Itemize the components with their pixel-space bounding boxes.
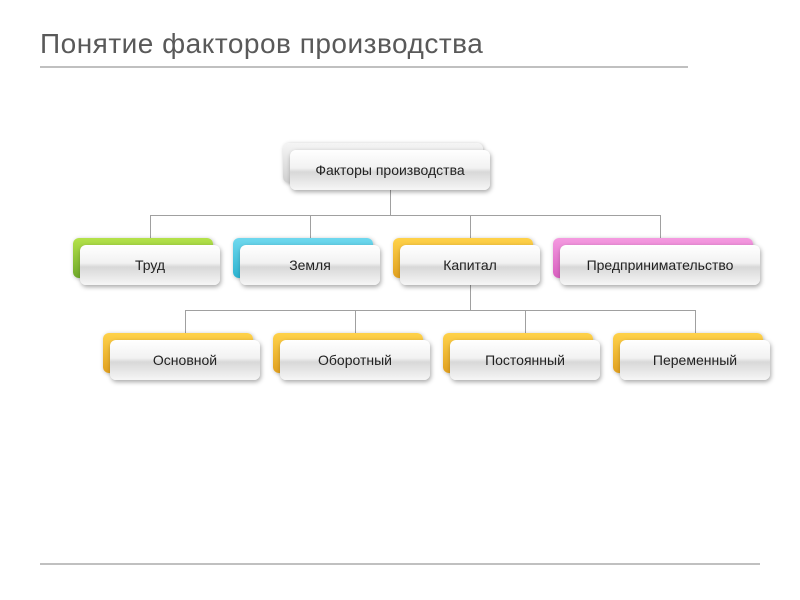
org-chart-diagram: Факторы производства Труд Земля Капитал Пред…: [0, 150, 800, 500]
node-zemlya: Земля: [240, 245, 380, 285]
connector-v: [390, 190, 391, 215]
node-root: Факторы производства: [290, 150, 490, 190]
node-label: Оборотный: [318, 352, 392, 368]
node-label: Факторы производства: [315, 162, 464, 178]
footer-underline: [40, 563, 760, 565]
node-postoyanny: Постоянный: [450, 340, 600, 380]
node-card: Переменный: [620, 340, 770, 380]
node-card: Земля: [240, 245, 380, 285]
node-label: Капитал: [443, 257, 497, 273]
node-oborotny: Оборотный: [280, 340, 430, 380]
node-predpr: Предпринимательство: [560, 245, 760, 285]
node-card: Факторы производства: [290, 150, 490, 190]
connector-h: [150, 215, 660, 216]
connector-v: [470, 285, 471, 310]
connector-h: [185, 310, 695, 311]
node-label: Предпринимательство: [587, 257, 734, 273]
node-card: Оборотный: [280, 340, 430, 380]
title-underline: [40, 66, 688, 68]
page-title: Понятие факторов производства: [40, 28, 760, 60]
node-card: Труд: [80, 245, 220, 285]
node-card: Основной: [110, 340, 260, 380]
node-label: Земля: [289, 257, 331, 273]
node-label: Труд: [135, 257, 165, 273]
node-label: Постоянный: [485, 352, 565, 368]
node-label: Основной: [153, 352, 217, 368]
node-card: Предпринимательство: [560, 245, 760, 285]
node-label: Переменный: [653, 352, 737, 368]
node-trud: Труд: [80, 245, 220, 285]
node-peremenny: Переменный: [620, 340, 770, 380]
node-kapital: Капитал: [400, 245, 540, 285]
node-osnovnoy: Основной: [110, 340, 260, 380]
node-card: Капитал: [400, 245, 540, 285]
node-card: Постоянный: [450, 340, 600, 380]
title-area: Понятие факторов производства: [0, 0, 800, 78]
